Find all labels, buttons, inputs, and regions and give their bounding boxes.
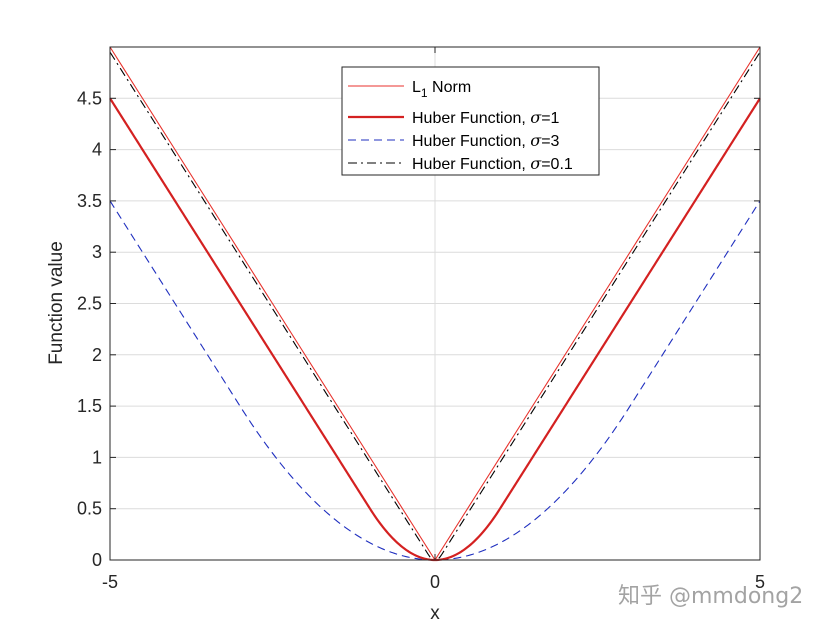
y-axis-label: Function value — [46, 241, 67, 365]
legend: L1 Norm Huber Function, σ=1 Huber Function… — [341, 66, 600, 176]
x-tick-label: 0 — [430, 572, 440, 592]
y-tick-label: 1 — [92, 447, 102, 467]
x-tick-label: -5 — [102, 572, 118, 592]
y-tick-label: 3.5 — [77, 191, 102, 211]
y-tick-label: 0.5 — [77, 499, 102, 519]
y-tick-label: 4 — [92, 140, 102, 160]
x-tick-label: 5 — [755, 572, 765, 592]
legend-entry: Huber Function, σ=0.1 — [412, 154, 573, 173]
y-tick-label: 2.5 — [77, 294, 102, 314]
legend-box — [341, 66, 600, 176]
y-tick-label: 4.5 — [77, 88, 102, 108]
legend-entry: Huber Function, σ=3 — [412, 131, 560, 150]
y-tick-label: 0 — [92, 550, 102, 570]
y-tick-label: 3 — [92, 242, 102, 262]
y-tick-label: 1.5 — [77, 396, 102, 416]
x-axis-label: x — [430, 603, 440, 624]
legend-entry: Huber Function, σ=1 — [412, 108, 560, 127]
watermark: 知乎 @mmdong2 — [618, 584, 803, 609]
legend-entry: L1 Norm — [412, 79, 471, 100]
y-tick-label: 2 — [92, 345, 102, 365]
axis-ticks: 00.511.522.533.544.5-5 0 5 — [77, 47, 765, 592]
